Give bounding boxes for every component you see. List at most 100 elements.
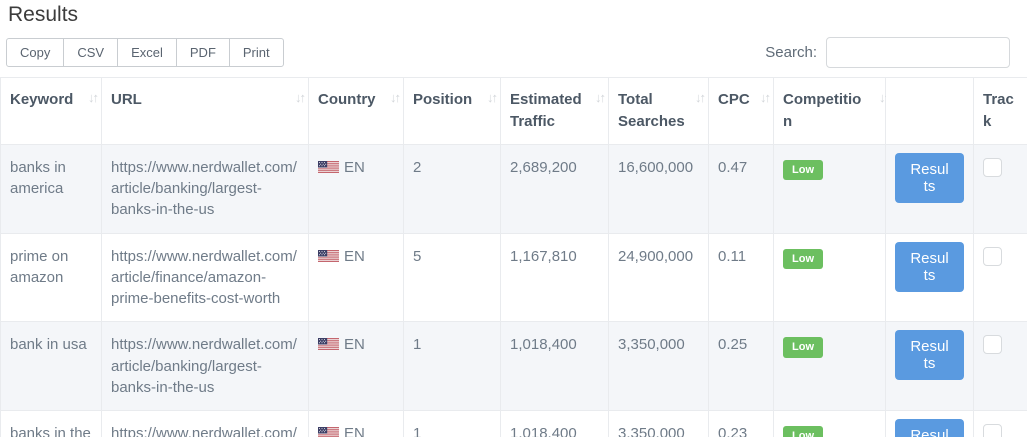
- column-label: Estimated Traffic: [510, 91, 582, 130]
- sort-icon: ↓↑: [695, 90, 706, 106]
- search-input[interactable]: [826, 37, 1010, 69]
- column-label: Total Searches: [618, 91, 685, 130]
- position-cell: 5: [403, 232, 501, 323]
- keyword-cell: prime on amazon: [0, 232, 102, 323]
- export-button-group: Copy CSV Excel PDF Print: [6, 37, 284, 68]
- results-table: Keyword ↓↑ URL ↓↑ Country ↓↑ Position ↓↑…: [0, 77, 1027, 437]
- url-cell: https://www.nerdwallet.com/article/banki…: [101, 143, 309, 234]
- pdf-button[interactable]: PDF: [175, 37, 230, 68]
- total-searches-cell: 24,900,000: [608, 232, 709, 323]
- sort-icon: ↓↑: [595, 90, 606, 106]
- us-flag-icon: [318, 247, 339, 268]
- track-checkbox[interactable]: [983, 335, 1002, 355]
- results-button[interactable]: Results: [895, 419, 964, 437]
- competition-cell: Low: [773, 321, 886, 412]
- us-flag-icon: [318, 424, 339, 437]
- column-header-total-searches[interactable]: Total Searches ↓↑: [608, 77, 709, 145]
- table-row: prime on amazon https://www.nerdwallet.c…: [0, 232, 1027, 323]
- column-header-url[interactable]: URL ↓↑: [101, 77, 309, 145]
- url-cell: https://www.nerdwallet.com/article/finan…: [101, 232, 309, 323]
- estimated-traffic-cell: 2,689,200: [500, 143, 609, 234]
- print-button[interactable]: Print: [228, 37, 284, 68]
- position-cell: 1: [403, 321, 501, 412]
- column-label: Position: [413, 91, 473, 109]
- column-label: Keyword: [10, 91, 74, 109]
- track-cell: [973, 143, 1027, 234]
- column-header-cpc[interactable]: CPC ↓↑: [708, 77, 774, 145]
- competition-badge: Low: [783, 337, 823, 358]
- cpc-cell: 0.47: [708, 143, 774, 234]
- competition-cell: Low: [773, 410, 886, 437]
- copy-button[interactable]: Copy: [6, 37, 65, 68]
- cpc-cell: 0.11: [708, 232, 774, 323]
- cpc-cell: 0.23: [708, 410, 774, 437]
- estimated-traffic-cell: 1,018,400: [500, 410, 609, 437]
- total-searches-cell: 16,600,000: [608, 143, 709, 234]
- sort-icon: ↓↑: [487, 90, 498, 106]
- track-checkbox[interactable]: [983, 246, 1002, 266]
- position-cell: 2: [403, 143, 501, 234]
- header-row: Keyword ↓↑ URL ↓↑ Country ↓↑ Position ↓↑…: [0, 77, 1027, 145]
- results-button[interactable]: Results: [895, 330, 964, 381]
- cpc-cell: 0.25: [708, 321, 774, 412]
- column-label: Track: [983, 91, 1014, 130]
- column-label: Country: [318, 91, 376, 109]
- track-cell: [973, 410, 1027, 437]
- action-cell: Results: [885, 410, 974, 437]
- excel-button[interactable]: Excel: [117, 37, 177, 68]
- action-cell: Results: [885, 321, 974, 412]
- track-checkbox[interactable]: [983, 424, 1002, 437]
- competition-badge: Low: [783, 426, 823, 437]
- country-code: EN: [344, 158, 365, 176]
- country-cell: EN: [308, 410, 404, 437]
- keyword-cell: bank in usa: [0, 321, 102, 412]
- country-code: EN: [344, 425, 365, 437]
- column-header-keyword[interactable]: Keyword ↓↑: [0, 77, 102, 145]
- competition-cell: Low: [773, 232, 886, 323]
- search-area: Search:: [765, 37, 1010, 69]
- toolbar: Copy CSV Excel PDF Print Search:: [0, 37, 1027, 77]
- action-cell: Results: [885, 232, 974, 323]
- track-cell: [973, 321, 1027, 412]
- url-cell: https://www.nerdwallet.com/article/banki…: [101, 410, 309, 437]
- column-header-competition[interactable]: Competition ↓↑: [773, 77, 890, 145]
- results-button[interactable]: Results: [895, 152, 964, 203]
- sort-icon: ↓↑: [295, 90, 306, 106]
- table-row: bank in usa https://www.nerdwallet.com/a…: [0, 321, 1027, 412]
- competition-badge: Low: [783, 159, 823, 180]
- total-searches-cell: 3,350,000: [608, 410, 709, 437]
- table-row: banks in america https://www.nerdwallet.…: [0, 143, 1027, 234]
- column-header-country[interactable]: Country ↓↑: [308, 77, 404, 145]
- sort-icon: ↓↑: [390, 90, 401, 106]
- sort-icon: ↓↑: [760, 90, 771, 106]
- search-label: Search:: [765, 44, 817, 62]
- page-title: Results: [8, 3, 79, 26]
- total-searches-cell: 3,350,000: [608, 321, 709, 412]
- column-header-track: Track: [973, 77, 1027, 145]
- column-header-position[interactable]: Position ↓↑: [403, 77, 501, 145]
- results-button[interactable]: Results: [895, 241, 964, 292]
- estimated-traffic-cell: 1,167,810: [500, 232, 609, 323]
- country-cell: EN: [308, 321, 404, 412]
- url-cell: https://www.nerdwallet.com/article/banki…: [101, 321, 309, 412]
- country-code: EN: [344, 247, 365, 265]
- keyword-cell: banks in the us: [0, 410, 102, 437]
- csv-button[interactable]: CSV: [63, 37, 119, 68]
- country-code: EN: [344, 336, 365, 354]
- competition-cell: Low: [773, 143, 886, 234]
- position-cell: 1: [403, 410, 501, 437]
- track-cell: [973, 232, 1027, 323]
- column-label: Competition: [783, 91, 862, 130]
- us-flag-icon: [318, 158, 339, 179]
- track-checkbox[interactable]: [983, 157, 1002, 177]
- table-row: banks in the us https://www.nerdwallet.c…: [0, 410, 1027, 437]
- action-cell: Results: [885, 143, 974, 234]
- competition-badge: Low: [783, 248, 823, 269]
- column-label: URL: [111, 91, 142, 109]
- table-body: banks in america https://www.nerdwallet.…: [0, 143, 1027, 437]
- country-cell: EN: [308, 143, 404, 234]
- column-header-actions: [885, 77, 974, 145]
- estimated-traffic-cell: 1,018,400: [500, 321, 609, 412]
- column-header-estimated-traffic[interactable]: Estimated Traffic ↓↑: [500, 77, 609, 145]
- table-header: Keyword ↓↑ URL ↓↑ Country ↓↑ Position ↓↑…: [0, 77, 1027, 145]
